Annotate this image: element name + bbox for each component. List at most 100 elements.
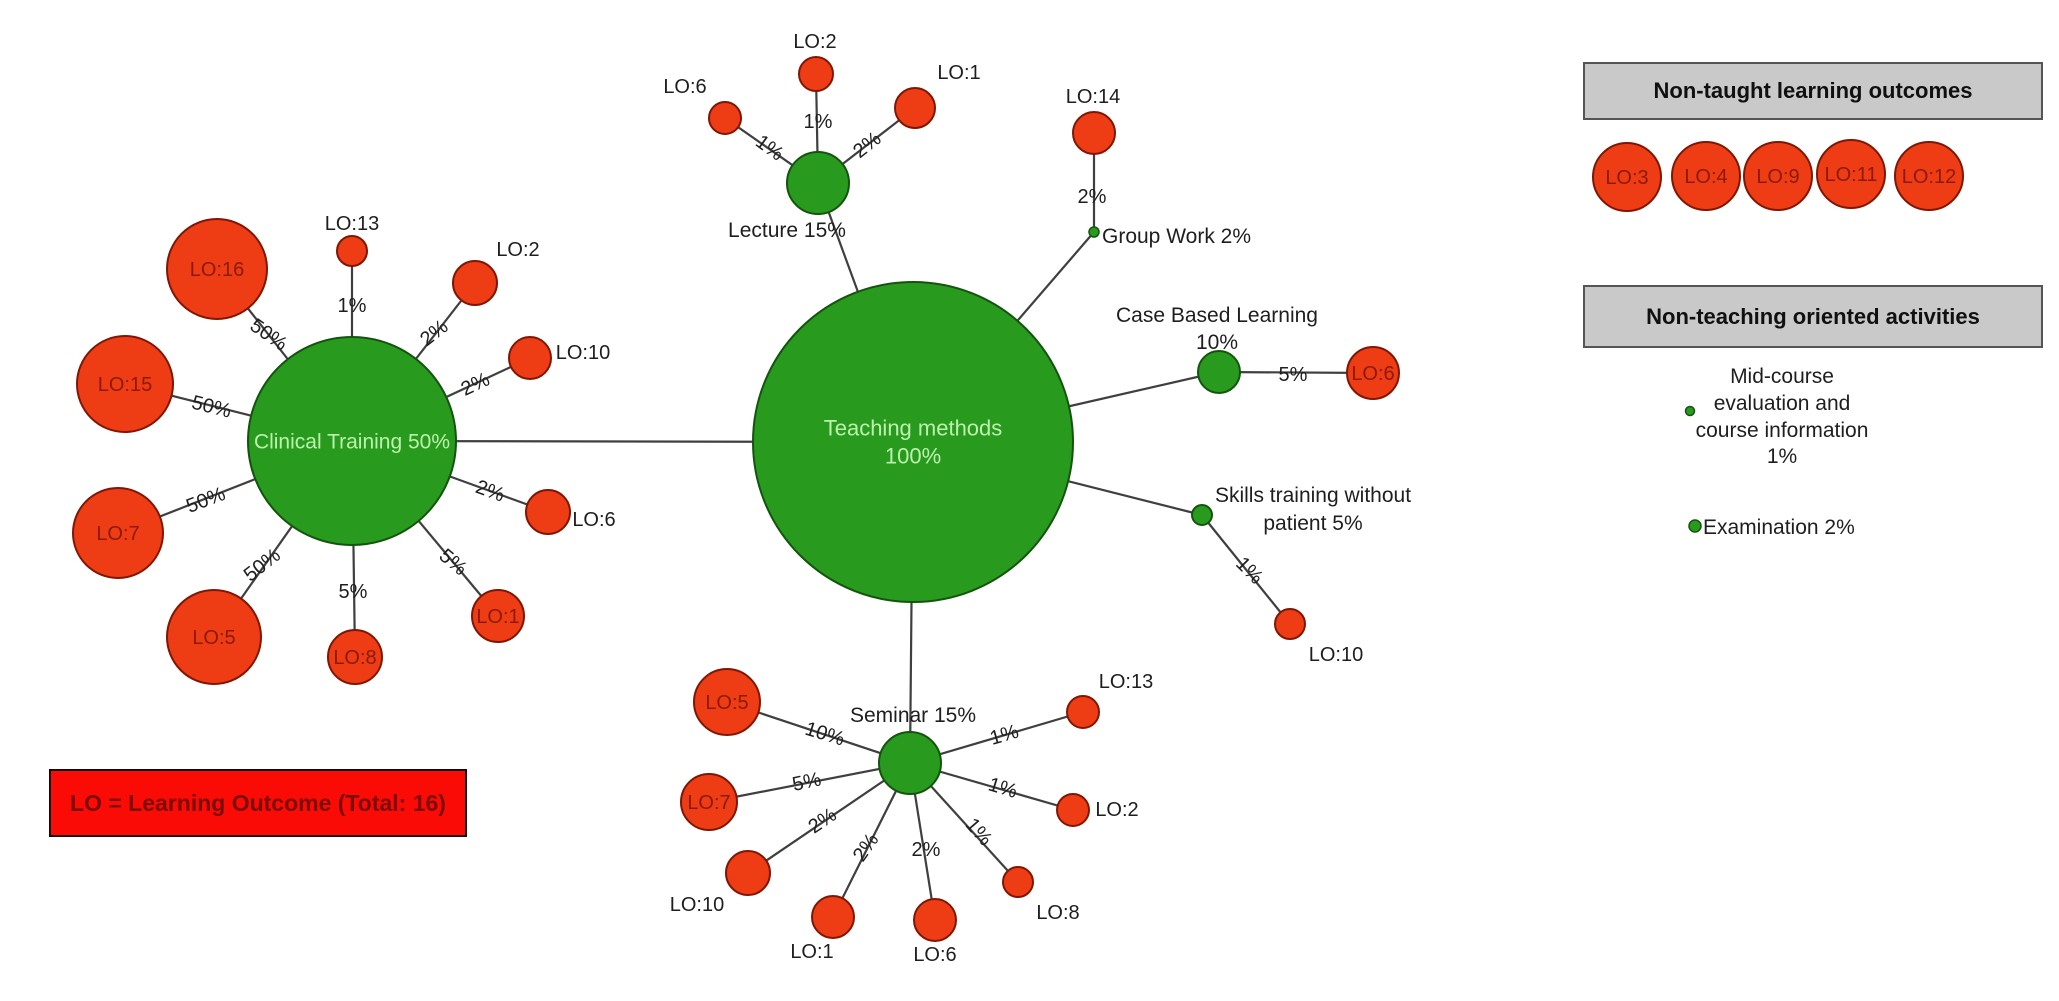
node-label-lo1-clinical: LO:1 [476, 606, 519, 628]
node-lo5-clinical [166, 589, 262, 685]
node-lo15-clinical [76, 335, 174, 433]
edge-percent-label: 2% [849, 829, 884, 865]
node-lo14-groupwork [1072, 111, 1116, 155]
lo6-clinical-label: LO:6 [572, 509, 615, 531]
node-label-lo7-seminar: LO:7 [687, 792, 730, 814]
lo6-seminar-label: LO:6 [913, 944, 956, 966]
node-label-lo8-clinical: LO:8 [333, 647, 376, 669]
midcourse-label-line2: evaluation and [1714, 392, 1851, 415]
edge-percent-label: 2% [458, 368, 494, 400]
lo6-lecture-label: LO:6 [663, 76, 706, 98]
node-lo6-seminar [913, 898, 957, 942]
groupwork-label: Group Work 2% [1102, 225, 1251, 248]
node-lo2-seminar [1056, 793, 1090, 827]
lo13-seminar-label: LO:13 [1099, 671, 1153, 693]
case-based-label-line1: Case Based Learning [1116, 304, 1318, 327]
node-examination-dot [1688, 519, 1702, 533]
node-clinical-training [247, 336, 457, 546]
non-taught-header: Non-taught learning outcomes [1583, 62, 2043, 120]
lo1-lecture-label: LO:1 [937, 62, 980, 84]
node-label-lo5-clinical: LO:5 [192, 627, 235, 649]
node-group-work-dot [1088, 226, 1100, 238]
node-label-lo3-nontaught: LO:3 [1605, 167, 1648, 189]
node-teaching-methods [752, 281, 1074, 603]
node-label-lo7-clinical: LO:7 [96, 523, 139, 545]
edge-percent-label: 1% [338, 295, 367, 317]
node-label-teaching-methods: Teaching methods 100% [824, 416, 1003, 469]
node-lo6-case [1346, 346, 1400, 400]
examination-label: Examination 2% [1703, 516, 1855, 539]
edge-percent-label: 50% [183, 483, 228, 518]
node-lo10-clinical [508, 336, 552, 380]
node-lo4-nontaught [1671, 141, 1741, 211]
node-label-lo16-clinical: LO:16 [190, 259, 244, 281]
edge-percent-label: 50% [240, 544, 285, 586]
node-lo8-clinical [327, 629, 383, 685]
case-based-label-line2: 10% [1196, 331, 1238, 354]
non-teaching-header: Non-teaching oriented activities [1583, 285, 2043, 348]
lo2-lecture-label: LO:2 [793, 31, 836, 53]
lo-legend-box: LO = Learning Outcome (Total: 16) [49, 769, 467, 837]
lo14-label: LO:14 [1066, 86, 1120, 108]
lecture-label: Lecture 15% [728, 219, 846, 242]
edge-percent-label: 5% [1279, 364, 1308, 386]
node-lo12-nontaught [1894, 141, 1964, 211]
edge-percent-label: 50% [189, 392, 233, 423]
skills-label-line1: Skills training without [1215, 484, 1411, 507]
lo8-seminar-label: LO:8 [1036, 902, 1079, 924]
node-label-lo4-nontaught: LO:4 [1684, 166, 1727, 188]
node-lo3-nontaught [1592, 142, 1662, 212]
node-lo7-clinical [72, 487, 164, 579]
node-lo1-clinical [471, 589, 525, 643]
node-lo7-seminar [680, 773, 738, 831]
edge-percent-label: 1% [961, 814, 997, 850]
midcourse-label-line3: course information [1696, 419, 1869, 442]
node-label-lo15-clinical: LO:15 [98, 374, 152, 396]
midcourse-label-line4: 1% [1767, 445, 1797, 468]
lo-legend-label: LO = Learning Outcome (Total: 16) [70, 789, 446, 816]
node-label-clinical-training: Clinical Training 50% [254, 430, 450, 453]
node-label-lo6-case: LO:6 [1351, 363, 1394, 385]
lo13-clinical-label: LO:13 [325, 213, 379, 235]
edge-percent-label: 2% [1078, 186, 1107, 208]
node-lo10-seminar [725, 850, 771, 896]
lo10-clinical-label: LO:10 [556, 342, 610, 364]
node-lo8-seminar [1002, 866, 1034, 898]
edge-percent-label: 2% [849, 128, 885, 163]
node-lo6-lecture [708, 101, 742, 135]
node-lo10-skills [1274, 608, 1306, 640]
lo10-seminar-label: LO:10 [670, 894, 724, 916]
lo1-seminar-label: LO:1 [790, 941, 833, 963]
edge-line [1201, 514, 1291, 625]
edge-percent-label: 5% [435, 545, 471, 581]
node-lo5-seminar [693, 668, 761, 736]
node-lo2-lecture [798, 56, 834, 92]
node-lo13-seminar [1066, 695, 1100, 729]
edge-percent-label: 2% [805, 804, 841, 839]
node-lo13-clinical [336, 235, 368, 267]
edge-percent-label: 5% [339, 581, 368, 603]
edge-percent-label: 1% [804, 111, 833, 133]
edge-percent-label: 1% [986, 774, 1020, 804]
node-lo11-nontaught [1816, 139, 1886, 209]
node-lo16-clinical [166, 218, 268, 320]
lo2-seminar-label: LO:2 [1095, 799, 1138, 821]
node-lo1-lecture [894, 87, 936, 129]
edge-line [708, 761, 911, 804]
node-lo9-nontaught [1743, 141, 1813, 211]
lo10-skills-label: LO:10 [1309, 644, 1363, 666]
node-label-lo9-nontaught: LO:9 [1756, 166, 1799, 188]
node-skills-training-dot [1191, 504, 1213, 526]
node-midcourse-dot [1684, 405, 1696, 417]
edge-percent-label: 1% [751, 131, 787, 166]
node-lecture [786, 151, 850, 215]
node-label-lo12-nontaught: LO:12 [1902, 166, 1956, 188]
node-label-lo11-nontaught: LO:11 [1825, 164, 1878, 186]
edge-percent-label: 50% [246, 315, 292, 356]
edge-percent-label: 1% [987, 721, 1021, 750]
midcourse-label-line1: Mid-course [1730, 365, 1834, 388]
non-teaching-header-label: Non-teaching oriented activities [1646, 303, 1980, 329]
edge-percent-label: 2% [912, 839, 941, 861]
